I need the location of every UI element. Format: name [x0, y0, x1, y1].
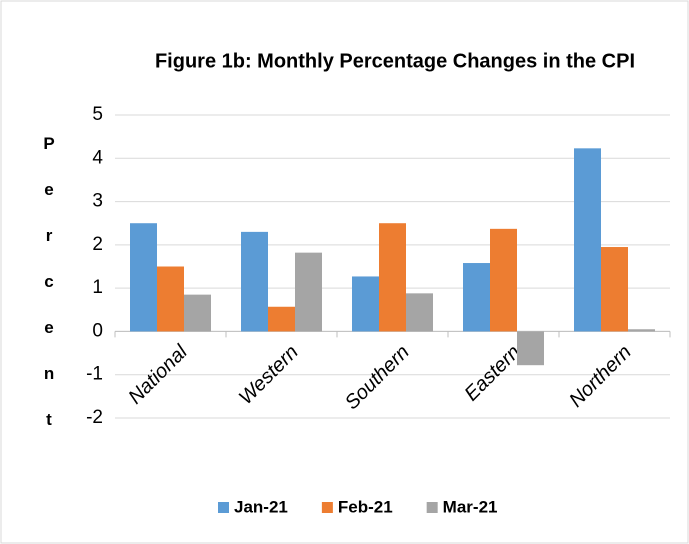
bar [490, 228, 517, 332]
bar [295, 252, 322, 332]
bar [352, 276, 379, 332]
legend-label: Mar-21 [443, 497, 498, 516]
y-tick-label: 2 [92, 234, 103, 255]
y-tick-label: -1 [86, 364, 103, 385]
bar [268, 306, 295, 332]
y-tick-label: 0 [92, 320, 103, 341]
y-tick-label: 1 [92, 277, 103, 298]
bar [184, 294, 211, 332]
y-tick-label: 4 [92, 147, 103, 168]
y-tick-label: 5 [92, 104, 103, 125]
bar [130, 223, 157, 332]
bar [157, 266, 184, 332]
legend-label: Jan-21 [234, 497, 288, 516]
bar [574, 148, 601, 332]
bar [241, 231, 268, 332]
bar [406, 293, 433, 332]
bar [628, 329, 655, 332]
legend-swatch [218, 502, 229, 513]
y-tick-label: -2 [86, 407, 103, 428]
bar [601, 247, 628, 332]
legend-label: Feb-21 [338, 497, 393, 516]
legend-swatch [321, 502, 333, 513]
bar [463, 263, 490, 332]
y-tick-label: 3 [92, 191, 103, 212]
chart-title: Figure 1b: Monthly Percentage Changes in… [155, 50, 635, 72]
legend-swatch [426, 502, 438, 513]
bar [379, 223, 406, 332]
bar [517, 331, 544, 366]
y-axis-label: Percent [40, 134, 59, 456]
